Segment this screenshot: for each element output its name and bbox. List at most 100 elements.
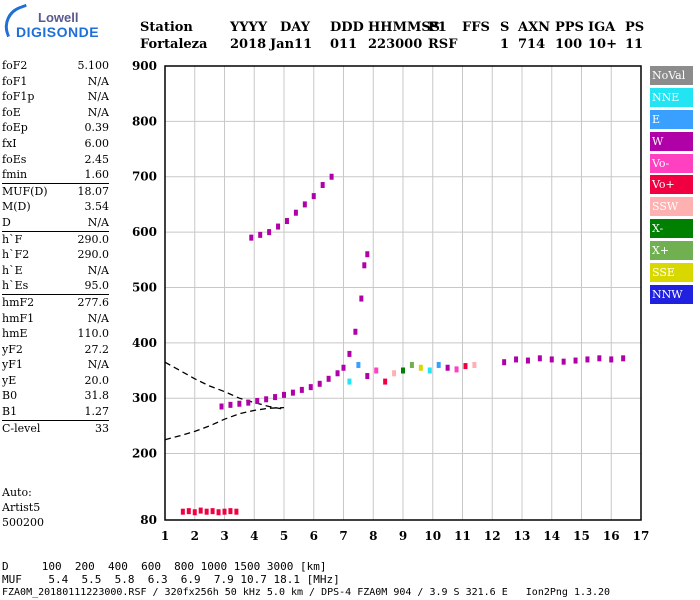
param-value: 31.8 xyxy=(84,389,110,403)
profile-lower-line xyxy=(164,406,285,441)
plot-frame xyxy=(164,65,642,521)
data-point xyxy=(216,509,221,516)
auto-version: 500200 xyxy=(2,516,44,529)
x-tick-label: 8 xyxy=(369,529,377,543)
x-tick-label: 12 xyxy=(484,529,501,543)
data-point xyxy=(302,201,307,208)
param-value: 95.0 xyxy=(84,279,110,293)
param-row-clevel: C-level 33 xyxy=(2,419,109,437)
param-name: yF1 xyxy=(2,358,23,372)
param-value: 27.2 xyxy=(84,342,110,356)
header-label-6: FFS xyxy=(462,20,490,35)
param-value: 0.39 xyxy=(84,121,110,135)
param-value: 290.0 xyxy=(77,232,110,246)
param-row-foe: foE N/A xyxy=(2,105,109,121)
data-point xyxy=(347,378,352,385)
header-label-5: P1 xyxy=(428,20,447,35)
data-point xyxy=(418,364,423,371)
data-point xyxy=(621,355,626,362)
data-point xyxy=(255,397,260,404)
x-tick-label: 16 xyxy=(603,529,620,543)
param-name: fmin xyxy=(2,168,28,182)
param-value: 33 xyxy=(95,421,109,435)
y-tick-label: 700 xyxy=(132,170,157,184)
param-value: N/A xyxy=(87,358,109,372)
x-tick-label: 9 xyxy=(399,529,407,543)
x-tick-label: 5 xyxy=(280,529,288,543)
data-point xyxy=(347,350,352,357)
data-point xyxy=(234,508,239,515)
data-point xyxy=(549,356,554,363)
footer-file-info: FZA0M_20180111223000.RSF / 320fx256h 50 … xyxy=(2,587,611,598)
param-name: foF1 xyxy=(2,74,28,88)
data-point xyxy=(573,357,578,364)
header-label-10: IGA xyxy=(588,20,616,35)
param-row-b0: B0 31.8 xyxy=(2,388,109,404)
data-point xyxy=(356,361,361,368)
logo-digisonde: DIGISONDE xyxy=(16,24,100,40)
data-point xyxy=(436,361,441,368)
param-row-fof1p: foF1p N/A xyxy=(2,89,109,105)
header-value-7: 714 xyxy=(518,37,546,52)
param-row-foes: foEs 2.45 xyxy=(2,152,109,168)
param-name: foE xyxy=(2,105,21,119)
legend-item-x-: X+ xyxy=(650,241,693,261)
header-value-2: Jan11 xyxy=(270,37,313,52)
data-point xyxy=(293,209,298,216)
data-point xyxy=(463,363,468,370)
param-value: 18.07 xyxy=(77,184,110,198)
header-value-0: Fortaleza xyxy=(140,37,208,52)
data-point xyxy=(186,508,191,515)
x-tick-label: 6 xyxy=(310,529,318,543)
y-tick-label: 500 xyxy=(132,280,157,294)
header-label-4: HHMMSS xyxy=(368,20,440,35)
data-point xyxy=(258,231,263,238)
param-row-b1: B1 1.27 xyxy=(2,404,109,420)
param-value: 110.0 xyxy=(77,327,110,341)
data-point xyxy=(359,295,364,302)
header-label-0: Station xyxy=(140,20,193,35)
data-point xyxy=(222,508,227,515)
param-value: 3.54 xyxy=(84,200,110,214)
param-row-mufd: MUF(D) 18.07 xyxy=(2,182,110,200)
data-point xyxy=(299,386,304,393)
param-value: 2.45 xyxy=(84,152,110,166)
x-tick-label: 2 xyxy=(191,529,199,543)
data-point xyxy=(267,229,272,236)
param-value: 290.0 xyxy=(77,248,110,262)
data-point xyxy=(362,262,367,269)
data-point xyxy=(311,193,316,200)
logo-lowell: Lowell xyxy=(38,10,79,25)
param-value: 1.60 xyxy=(84,168,110,182)
data-point xyxy=(228,508,233,515)
legend-item-nnw: NNW xyxy=(650,284,693,304)
legend-item-noval: NoVal xyxy=(650,66,693,85)
x-tick-label: 7 xyxy=(339,529,347,543)
profile-upper-line xyxy=(164,361,285,410)
param-value: N/A xyxy=(87,263,109,277)
legend-item-ssw: SSW xyxy=(650,197,693,217)
param-value: 277.6 xyxy=(77,295,110,309)
param-name: fxI xyxy=(2,136,17,150)
legend-item-vo-: Vo+ xyxy=(650,175,693,195)
param-row-yf2: yF2 27.2 xyxy=(2,342,109,358)
data-point xyxy=(219,403,224,410)
param-name: h`Es xyxy=(2,279,29,293)
data-point xyxy=(514,356,519,363)
param-value: N/A xyxy=(87,311,109,325)
data-point xyxy=(374,367,379,374)
y-tick-label: 300 xyxy=(132,391,157,405)
legend-item-x-: X- xyxy=(650,219,693,239)
y-tick-label: 800 xyxy=(132,114,157,128)
param-row-hme: hmE 110.0 xyxy=(2,326,109,342)
y-tick-label: 600 xyxy=(132,225,157,239)
data-point xyxy=(237,400,242,407)
data-point xyxy=(284,218,289,225)
data-point xyxy=(445,364,450,371)
header-value-10: 11 xyxy=(625,37,644,52)
footer-distance-row: D 100 200 400 600 800 1000 1500 3000 [km… xyxy=(2,560,327,573)
param-name: foF1p xyxy=(2,90,35,104)
param-row-fof2: foF2 5.100 xyxy=(2,58,109,74)
param-value: 6.00 xyxy=(84,136,110,150)
